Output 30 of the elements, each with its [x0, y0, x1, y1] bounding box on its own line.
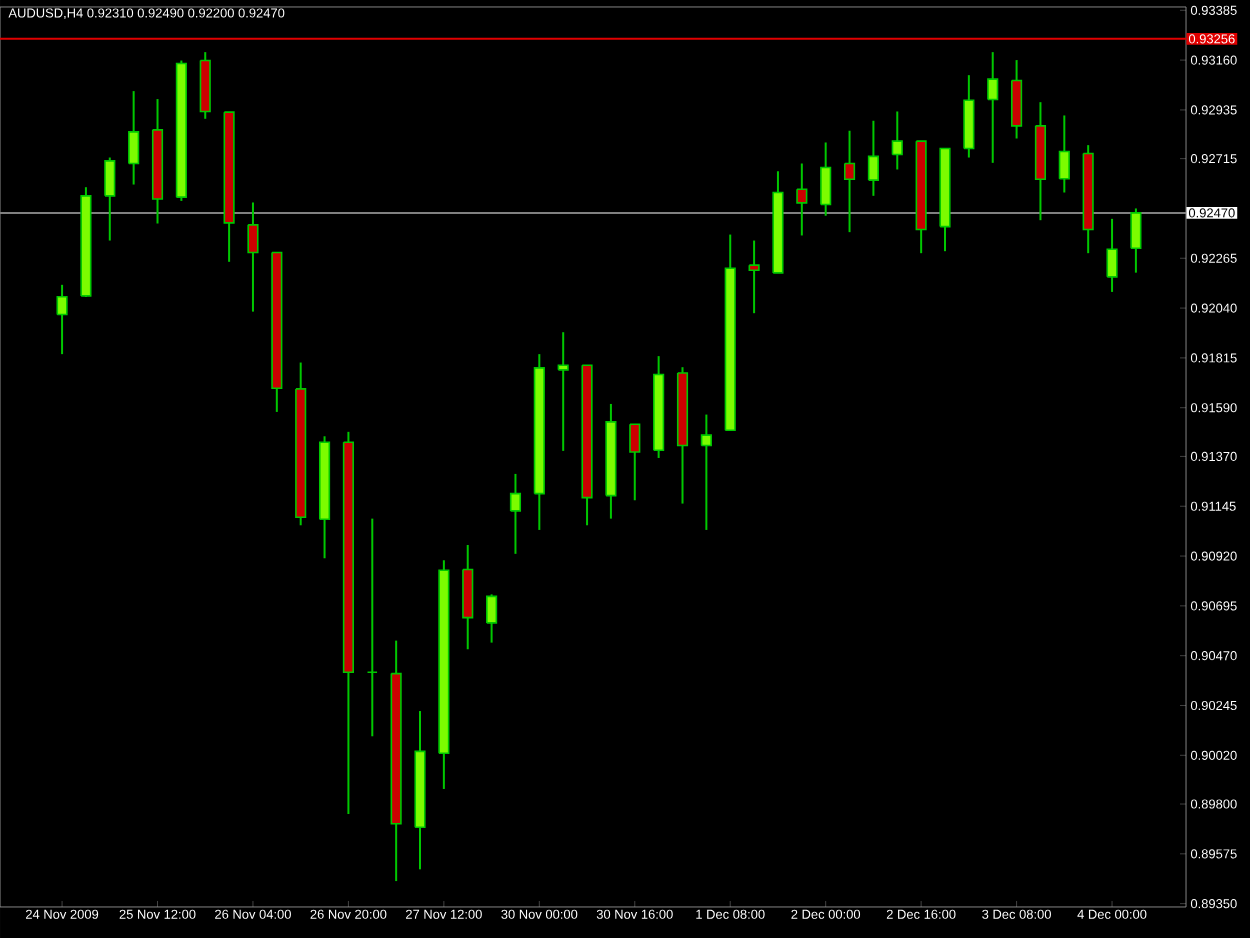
candlestick — [533, 353, 545, 531]
candlestick — [1082, 144, 1094, 255]
candlestick — [199, 51, 211, 120]
candlestick — [867, 119, 879, 197]
candlestick — [128, 90, 140, 186]
candlestick — [653, 355, 665, 459]
candlestick — [605, 402, 617, 520]
candlestick — [462, 543, 474, 651]
candlestick — [509, 472, 522, 555]
candlestick — [366, 517, 378, 738]
candlestick — [56, 283, 68, 356]
candlestick — [414, 710, 426, 871]
candlestick — [796, 162, 808, 237]
candlestick — [843, 129, 856, 234]
candlestick — [486, 593, 498, 644]
candlestick — [438, 559, 450, 790]
candlestick — [151, 98, 164, 225]
candlestick — [676, 366, 689, 505]
candlestick — [557, 331, 569, 452]
candlestick — [700, 413, 712, 531]
candlestick — [820, 141, 832, 217]
candlestick — [1034, 101, 1047, 222]
candlestick — [891, 110, 903, 171]
candlestick — [1106, 217, 1118, 293]
candlestick — [748, 239, 760, 315]
candlestick — [987, 51, 999, 164]
candlestick — [1058, 114, 1070, 194]
candlestick — [963, 74, 975, 159]
candlestick — [247, 201, 259, 313]
candlestick — [390, 639, 402, 883]
